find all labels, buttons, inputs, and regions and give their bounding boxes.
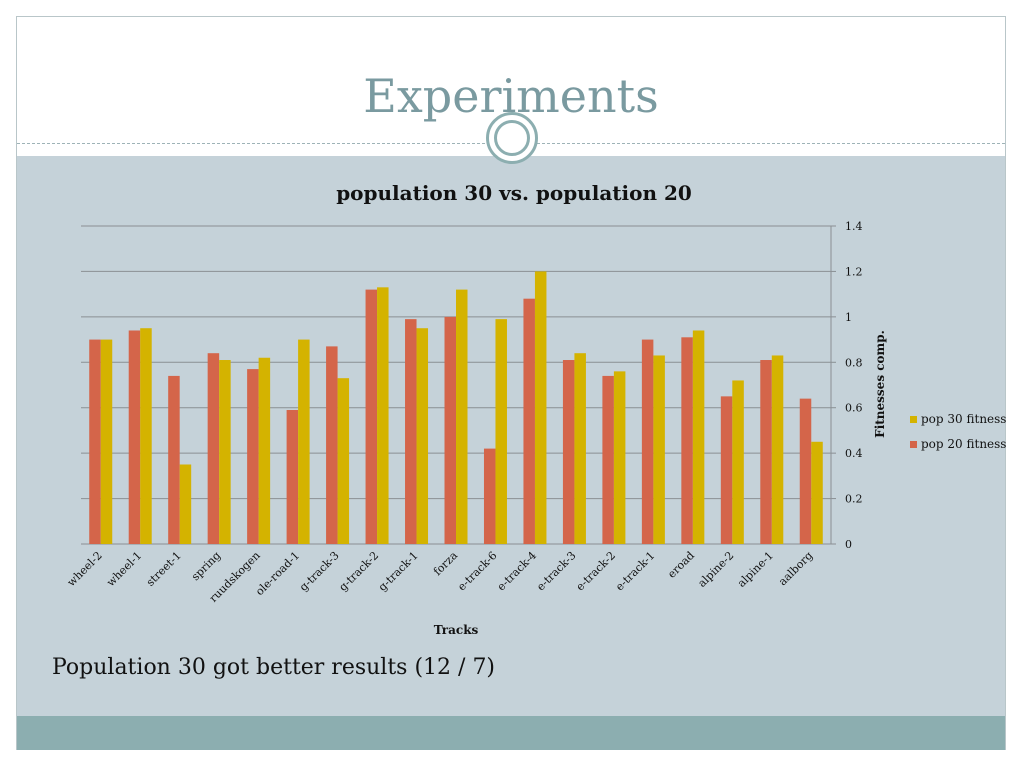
bar-pop30 — [140, 328, 152, 544]
bar-pop20 — [562, 360, 575, 544]
circle-ornament-icon — [486, 112, 538, 164]
slide: Experiments — [16, 16, 1006, 750]
bar-pop20 — [128, 330, 141, 544]
x-axis-title: Tracks — [434, 623, 479, 637]
y-tick-label: 1.2 — [845, 265, 863, 278]
bar-pop30 — [100, 339, 113, 544]
bar-pop30 — [298, 339, 310, 544]
bar-pop20 — [641, 339, 654, 544]
bar-pop30 — [456, 289, 468, 544]
bar-pop20 — [286, 409, 299, 544]
bar-pop30 — [653, 355, 665, 544]
bar-pop20 — [207, 353, 220, 544]
x-tick-label: e-track-1 — [613, 549, 657, 593]
x-tick-label: spring — [189, 549, 223, 583]
bar-pop30 — [811, 441, 823, 544]
bar-pop20 — [247, 369, 259, 544]
chart-title: population 30 vs. population 20 — [336, 181, 692, 205]
bar-pop30 — [534, 271, 547, 544]
bar-pop30 — [692, 330, 705, 544]
x-tick-label: alpine-2 — [695, 549, 736, 590]
x-tick-label: aalborg — [776, 549, 815, 588]
bar-pop20 — [720, 396, 733, 544]
legend: pop 30 fitness pop 20 fitness — [910, 412, 1006, 451]
bar-pop20 — [326, 346, 338, 544]
x-tick-label: wheel-2 — [65, 549, 105, 589]
bar-pop20 — [168, 375, 180, 544]
bar-pop20 — [799, 398, 812, 544]
bar-pop20 — [483, 448, 496, 544]
bar-pop20 — [89, 339, 101, 544]
x-tick-label: wheel-1 — [104, 549, 144, 589]
bar-pop30 — [613, 371, 626, 544]
x-tick-label: forza — [431, 549, 461, 579]
y-tick-label: 0.2 — [845, 493, 863, 506]
y-tick-label: 0.4 — [845, 447, 863, 460]
bar-pop20 — [681, 337, 693, 544]
x-tick-label: e-track-2 — [574, 549, 618, 593]
legend-label: pop 30 fitness — [921, 412, 1006, 426]
bar-pop20 — [523, 298, 535, 544]
y-tick-label: 0.8 — [845, 356, 863, 369]
x-tick-label: g-track-1 — [376, 549, 421, 594]
x-tick-label: alpine-1 — [735, 549, 776, 590]
x-tick-label: e-track-4 — [495, 549, 539, 593]
legend-label: pop 20 fitness — [921, 437, 1006, 451]
bar-pop30 — [258, 357, 271, 544]
legend-swatch — [910, 441, 917, 448]
x-tick-label: street-1 — [144, 549, 184, 589]
content-area — [17, 156, 1005, 716]
legend-swatch — [910, 416, 917, 423]
x-tick-label: e-track-3 — [534, 549, 578, 593]
bar-pop30 — [377, 287, 389, 544]
bar-pop20 — [405, 319, 417, 544]
bar-pop30 — [732, 380, 744, 544]
bottom-band — [17, 716, 1005, 750]
bar-pop20 — [365, 289, 378, 544]
bar-pop30 — [495, 319, 507, 544]
circle-ornament-inner — [494, 120, 530, 156]
y-tick-label: 0 — [845, 538, 852, 551]
y-tick-label: 1.4 — [845, 220, 863, 233]
bar-pop30 — [416, 328, 429, 544]
bar-pop30 — [179, 464, 192, 544]
bar-pop30 — [574, 353, 586, 544]
x-tick-label: g-track-2 — [336, 549, 381, 594]
x-tick-label: eroad — [665, 549, 697, 581]
x-tick-label: g-track-3 — [297, 549, 342, 594]
bar-pop20 — [602, 375, 614, 544]
y-tick-label: 1 — [845, 311, 852, 324]
bar-pop20 — [760, 360, 772, 544]
bar-pop20 — [444, 316, 456, 544]
x-tick-label: e-track-6 — [455, 549, 499, 593]
bars-layer — [89, 271, 823, 544]
slide-caption: Population 30 got better results (12 / 7… — [52, 655, 496, 680]
bar-pop30 — [219, 360, 231, 544]
y-tick-label: 0.6 — [845, 402, 863, 415]
bar-pop30 — [337, 378, 350, 544]
bar-pop30 — [771, 355, 784, 544]
y-axis-title: Fitnesses comp. — [873, 330, 887, 438]
